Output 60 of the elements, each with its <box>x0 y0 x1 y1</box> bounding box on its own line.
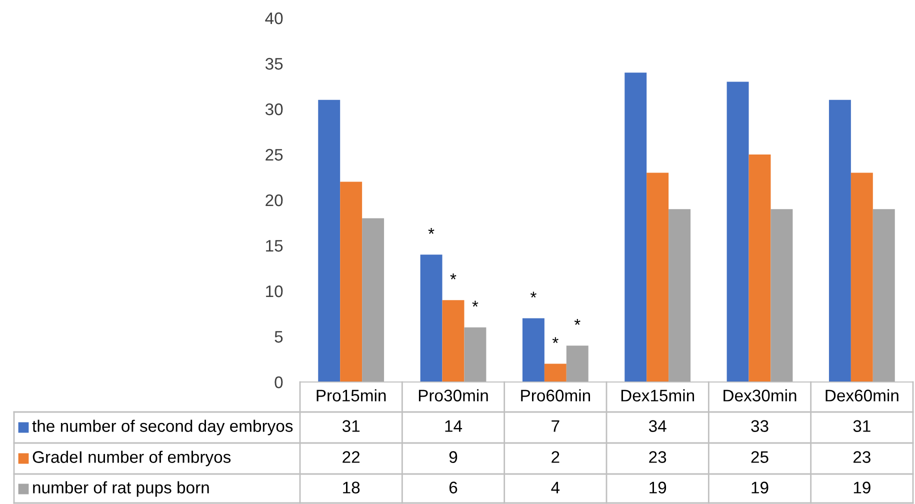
bar <box>828 100 851 382</box>
x-tick-label: Dex15min <box>621 389 694 402</box>
legend-label: GradeI number of embryos <box>32 450 231 466</box>
y-tick-label: 5 <box>274 331 283 343</box>
data-label: 31 <box>853 420 870 432</box>
bar <box>318 100 340 382</box>
data-label: 31 <box>342 420 360 432</box>
data-label: 9 <box>449 451 458 463</box>
data-label: 25 <box>751 451 768 463</box>
y-tick-label: 0 <box>274 376 283 388</box>
legend-label: number of rat pups born <box>33 481 209 497</box>
bar <box>522 318 544 382</box>
bar <box>624 72 647 382</box>
data-label: 19 <box>752 482 768 494</box>
x-tick-label: Pro30min <box>418 389 488 402</box>
x-tick-label: Dex30min <box>724 389 796 402</box>
data-label: 19 <box>650 482 666 494</box>
data-label: 23 <box>853 451 870 463</box>
x-tick-label: Pro60min <box>521 389 590 402</box>
annotation: * <box>574 319 580 325</box>
y-tick-label: 10 <box>266 285 283 298</box>
y-tick-label: 20 <box>266 194 283 206</box>
bar <box>340 182 362 382</box>
data-label: 19 <box>854 482 870 494</box>
data-label: 18 <box>343 482 360 494</box>
data-label: 6 <box>449 482 458 494</box>
bar <box>442 300 464 382</box>
legend-label: the number of second day embryos <box>32 420 293 436</box>
data-label: 14 <box>445 420 462 432</box>
y-tick-label: 15 <box>266 240 283 252</box>
x-tick-label: Dex60min <box>826 389 898 402</box>
bar <box>850 172 873 382</box>
annotation: * <box>530 292 536 298</box>
bar <box>544 364 566 382</box>
bar <box>748 154 771 382</box>
bar <box>362 218 384 382</box>
bar <box>566 346 588 382</box>
bar <box>726 82 749 382</box>
data-label: 23 <box>649 451 666 463</box>
annotation: * <box>472 300 478 307</box>
annotation: * <box>428 228 434 234</box>
bar <box>668 209 691 382</box>
data-label: 22 <box>342 451 360 463</box>
bar <box>770 209 793 382</box>
y-tick-label: 25 <box>266 148 283 161</box>
y-tick-label: 30 <box>265 103 283 116</box>
bar <box>420 254 442 382</box>
annotation: * <box>552 337 558 344</box>
y-tick-label: 35 <box>265 58 283 70</box>
data-label: 7 <box>552 420 560 432</box>
bar <box>464 327 486 382</box>
annotation: * <box>450 274 456 280</box>
x-tick-label: Pro15min <box>316 389 386 402</box>
data-label: 2 <box>552 451 560 463</box>
bar <box>872 209 895 382</box>
data-label: 33 <box>751 420 768 432</box>
bar <box>646 172 669 382</box>
data-label: 4 <box>551 482 560 494</box>
data-label: 34 <box>648 420 666 432</box>
y-tick-label: 40 <box>265 12 283 24</box>
